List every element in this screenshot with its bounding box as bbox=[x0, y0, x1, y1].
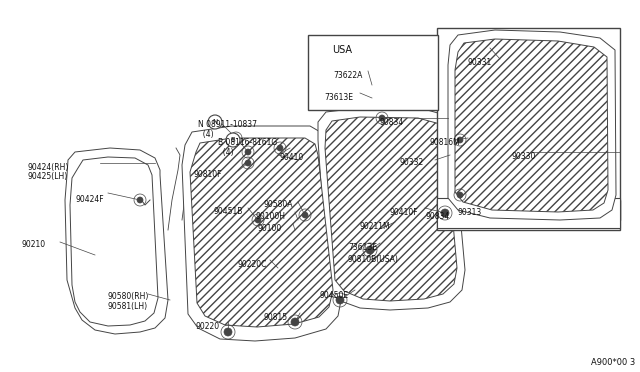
Text: 90100: 90100 bbox=[258, 224, 282, 233]
Circle shape bbox=[366, 246, 374, 254]
Text: B: B bbox=[230, 137, 236, 143]
Text: 90580A: 90580A bbox=[263, 200, 292, 209]
Text: 90424F: 90424F bbox=[76, 195, 104, 204]
Text: 90210: 90210 bbox=[22, 240, 46, 249]
Text: 90451B: 90451B bbox=[213, 207, 243, 216]
Text: 73613E: 73613E bbox=[348, 243, 377, 252]
Circle shape bbox=[137, 197, 143, 203]
Polygon shape bbox=[437, 198, 620, 228]
Text: 90220C: 90220C bbox=[238, 260, 268, 269]
Text: 73622A: 73622A bbox=[333, 71, 362, 80]
Circle shape bbox=[441, 209, 449, 217]
Text: 90816M: 90816M bbox=[430, 138, 461, 147]
Polygon shape bbox=[448, 30, 616, 220]
Polygon shape bbox=[65, 148, 168, 334]
Text: 90810B(USA): 90810B(USA) bbox=[348, 255, 399, 264]
Text: N 08911-10837: N 08911-10837 bbox=[198, 120, 257, 129]
Circle shape bbox=[224, 328, 232, 336]
Polygon shape bbox=[325, 117, 457, 301]
Bar bbox=[308, 35, 438, 110]
Polygon shape bbox=[70, 157, 158, 326]
Circle shape bbox=[457, 137, 463, 143]
Text: 90410: 90410 bbox=[280, 153, 304, 162]
Text: 90581(LH): 90581(LH) bbox=[108, 302, 148, 311]
Circle shape bbox=[379, 115, 385, 121]
Text: USA: USA bbox=[332, 45, 352, 55]
Text: 90815: 90815 bbox=[263, 313, 287, 322]
Circle shape bbox=[302, 212, 308, 218]
Circle shape bbox=[457, 192, 463, 198]
Circle shape bbox=[336, 296, 344, 304]
Text: 90331: 90331 bbox=[468, 58, 492, 67]
Text: (4): (4) bbox=[218, 148, 234, 157]
Text: 90211M: 90211M bbox=[360, 222, 390, 231]
Circle shape bbox=[208, 115, 222, 129]
Text: 90424(RH): 90424(RH) bbox=[28, 163, 69, 172]
Text: 90313: 90313 bbox=[458, 208, 483, 217]
Text: 73613E: 73613E bbox=[324, 93, 353, 102]
Bar bbox=[437, 200, 620, 230]
Polygon shape bbox=[455, 39, 608, 212]
Circle shape bbox=[277, 145, 283, 151]
Polygon shape bbox=[318, 108, 465, 310]
Text: 90100H: 90100H bbox=[255, 212, 285, 221]
Circle shape bbox=[245, 160, 251, 166]
Bar bbox=[437, 28, 620, 220]
Text: 90450E: 90450E bbox=[320, 291, 349, 300]
Polygon shape bbox=[182, 126, 342, 341]
Text: 90810F: 90810F bbox=[193, 170, 221, 179]
Text: A900*00 3: A900*00 3 bbox=[591, 358, 635, 367]
Circle shape bbox=[255, 217, 261, 223]
Text: 90220: 90220 bbox=[195, 322, 219, 331]
Text: 90410F: 90410F bbox=[390, 208, 419, 217]
Text: (4): (4) bbox=[198, 130, 214, 139]
Circle shape bbox=[245, 149, 251, 155]
Text: 90425(LH): 90425(LH) bbox=[28, 172, 68, 181]
Text: 90330: 90330 bbox=[512, 152, 536, 161]
Text: 90834: 90834 bbox=[425, 212, 449, 221]
Text: B 08116-8161G: B 08116-8161G bbox=[218, 138, 277, 147]
Text: 90580(RH): 90580(RH) bbox=[108, 292, 149, 301]
Polygon shape bbox=[190, 138, 333, 327]
Text: N: N bbox=[212, 119, 218, 125]
Text: 90332: 90332 bbox=[400, 158, 424, 167]
Circle shape bbox=[233, 135, 239, 141]
Circle shape bbox=[291, 318, 299, 326]
Text: 90834: 90834 bbox=[380, 118, 404, 127]
Circle shape bbox=[226, 133, 240, 147]
